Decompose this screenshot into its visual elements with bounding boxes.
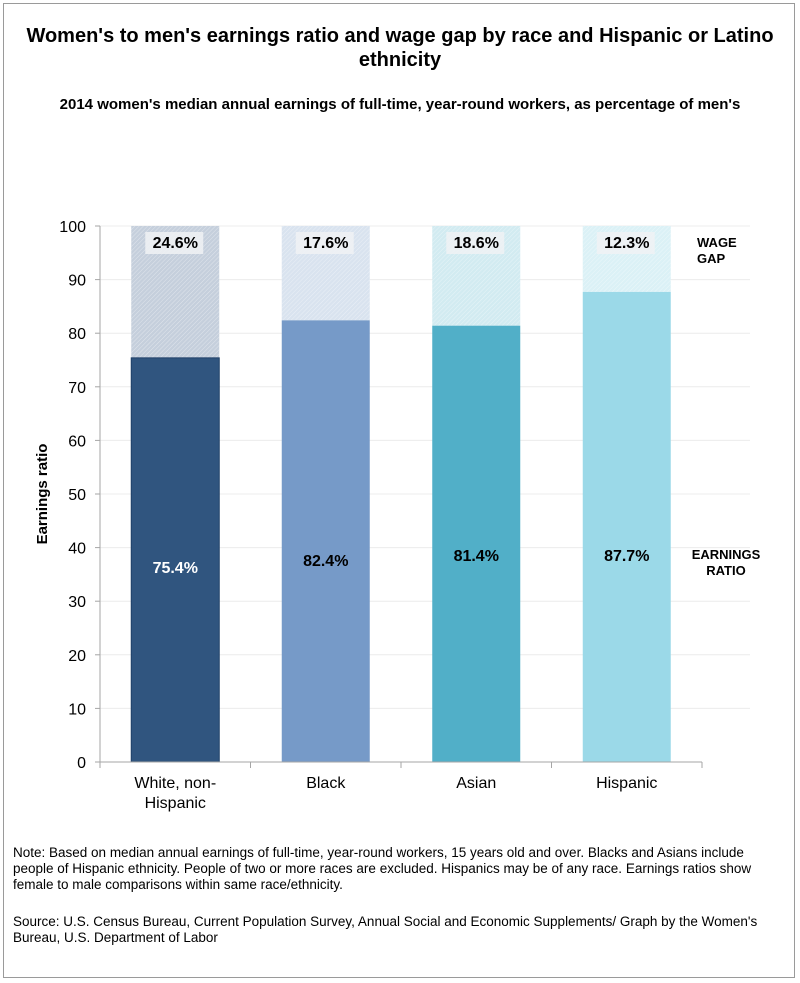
y-tick-label: 70 (68, 380, 86, 397)
wage-gap-label-bg (596, 232, 655, 254)
y-tick-label: 80 (68, 326, 86, 343)
x-category-label: White, non- (134, 775, 216, 792)
y-tick-label: 20 (68, 648, 86, 665)
chart-subtitle: 2014 women's median annual earnings of f… (59, 96, 741, 113)
wage-gap-label-bg (145, 232, 204, 254)
y-tick-label: 40 (68, 541, 86, 558)
chart-title: Women's to men's earnings ratio and wage… (26, 25, 774, 71)
earnings-ratio-bar (281, 320, 370, 762)
y-tick-label: 50 (68, 487, 86, 504)
x-category-label: Black (306, 775, 346, 792)
legend-earnings-ratio: EARNINGS (692, 547, 761, 562)
wage-gap-label: 12.3% (604, 235, 649, 252)
chart-source: Source: U.S. Census Bureau, Current Popu… (13, 914, 758, 945)
legend-wage-gap: GAP (697, 251, 726, 266)
earnings-ratio-bar (582, 291, 671, 762)
legend-wage-gap: WAGE (697, 235, 737, 250)
earnings-ratio-bar (130, 357, 220, 763)
wage-gap-label-bg (295, 232, 354, 254)
x-category-label: Hispanic (145, 795, 206, 812)
y-tick-label: 60 (68, 433, 86, 450)
y-tick-label: 10 (68, 701, 86, 718)
y-tick-label: 90 (68, 273, 86, 290)
wage-gap-label-bg (446, 232, 505, 254)
earnings-ratio-label: 87.7% (604, 548, 649, 565)
y-tick-label: 100 (59, 219, 86, 236)
y-tick-label: 30 (68, 594, 86, 611)
y-axis-title: Earnings ratio (34, 444, 51, 545)
earnings-ratio-bar (432, 325, 521, 762)
earnings-ratio-label: 75.4% (153, 560, 198, 577)
x-category-label: Hispanic (596, 775, 657, 792)
axes (95, 225, 703, 768)
x-category-label: Asian (456, 775, 496, 792)
wage-gap-label: 24.6% (153, 235, 198, 252)
earnings-ratio-label: 82.4% (303, 553, 348, 570)
chart-frame (3, 3, 795, 978)
y-tick-label: 0 (77, 755, 86, 772)
labels: 0 10 20 30 40 50 60 70 80 90 100 24.6% 75.4% White, n… (59, 219, 760, 812)
chart-note: Note: Based on median annual earnings of… (13, 845, 752, 892)
wage-gap-label: 18.6% (454, 235, 499, 252)
legend-earnings-ratio: RATIO (706, 563, 745, 578)
wage-gap-label: 17.6% (303, 235, 348, 252)
earnings-ratio-label: 81.4% (454, 548, 499, 565)
